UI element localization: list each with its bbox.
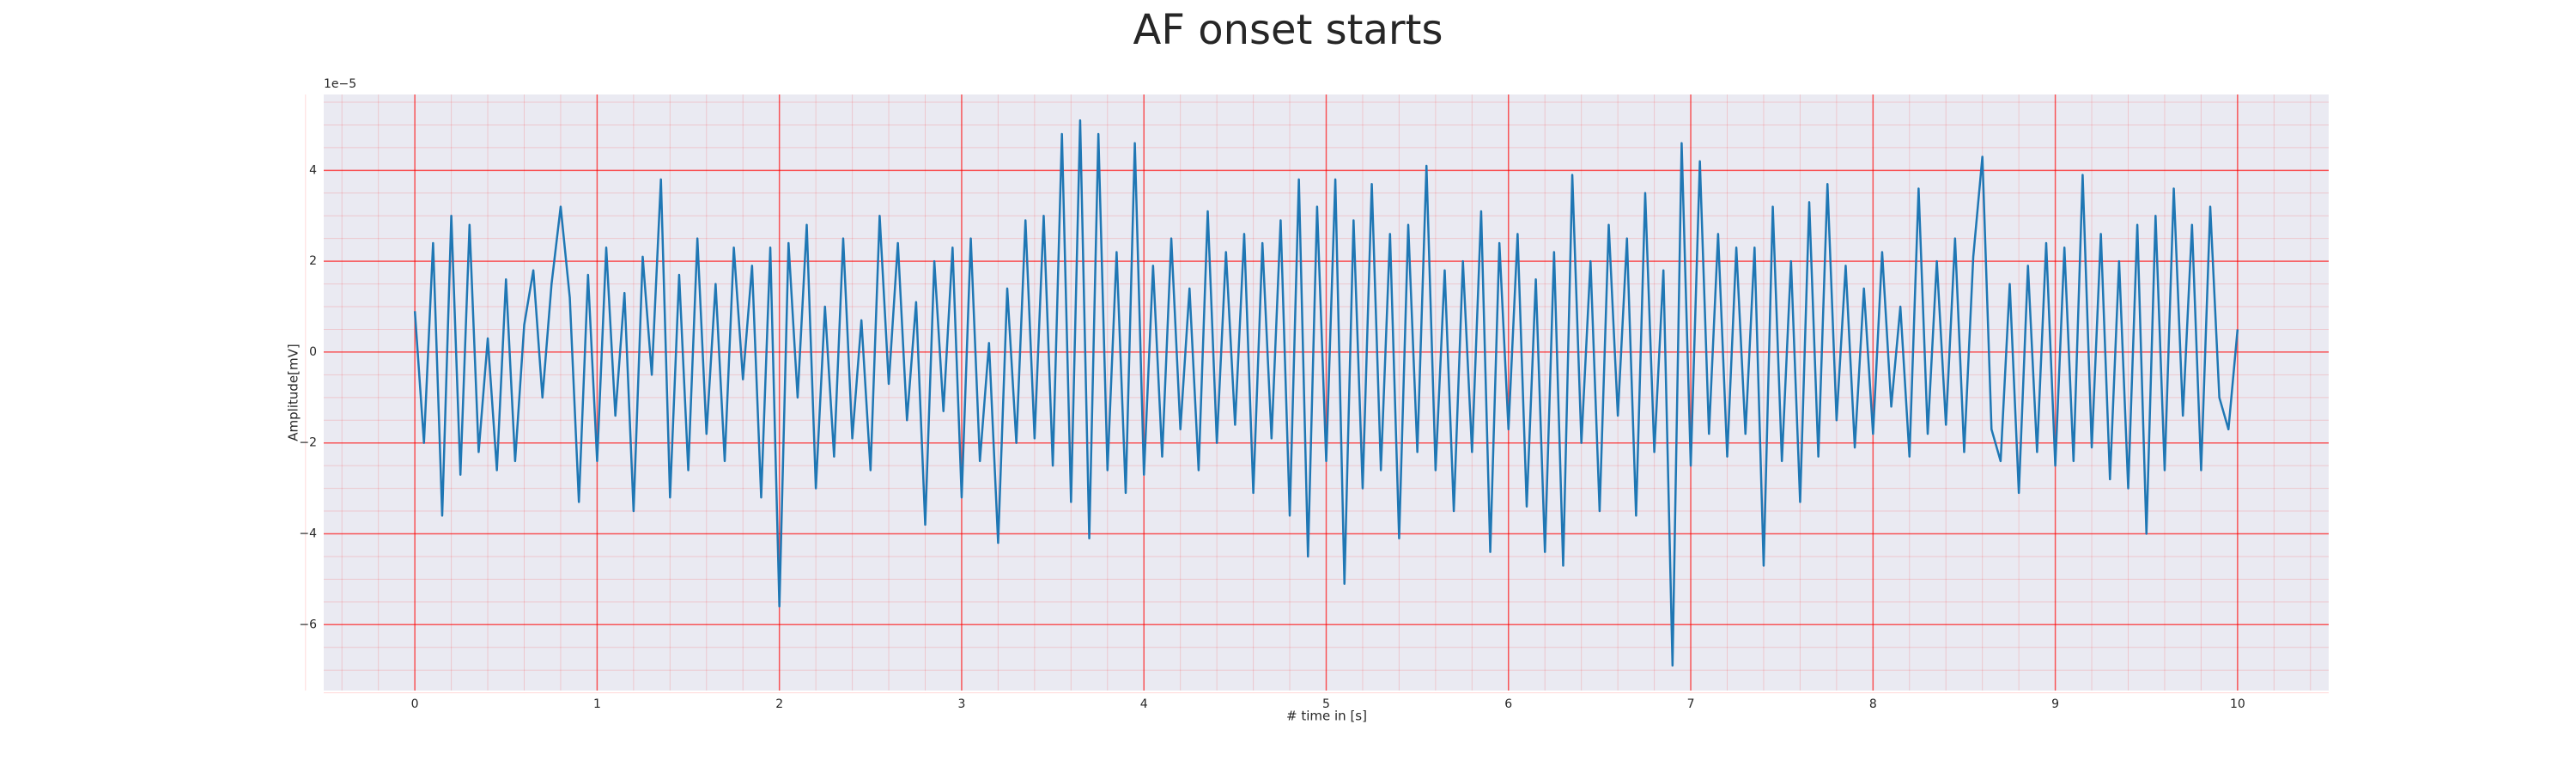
y-tick-label: −2	[299, 436, 317, 450]
chart-title: AF onset starts	[1133, 6, 1443, 54]
y-offset-label: 1e−5	[324, 77, 356, 91]
x-tick-label: 1	[593, 697, 601, 711]
x-tick-label: 4	[1140, 697, 1148, 711]
signal-line	[413, 119, 2239, 667]
x-axis-label: # time in [s]	[1286, 709, 1367, 724]
x-tick-label: 3	[957, 697, 965, 711]
x-tick-label: 2	[775, 697, 783, 711]
x-tick-label: 8	[1869, 697, 1877, 711]
y-tick-label: 0	[309, 345, 317, 359]
x-tick-label: 0	[411, 697, 419, 711]
y-tick-label: −6	[299, 618, 317, 631]
x-tick-label: 5	[1322, 697, 1330, 711]
x-tick-label: 10	[2230, 697, 2245, 711]
x-tick-label: 6	[1504, 697, 1512, 711]
x-tick-label: 7	[1687, 697, 1695, 711]
y-tick-label: −4	[299, 527, 317, 541]
y-tick-label: 4	[309, 163, 317, 177]
y-tick-label: 2	[309, 254, 317, 268]
x-tick-label: 9	[2051, 697, 2059, 711]
y-axis-label: Amplitude[mV]	[286, 344, 301, 441]
